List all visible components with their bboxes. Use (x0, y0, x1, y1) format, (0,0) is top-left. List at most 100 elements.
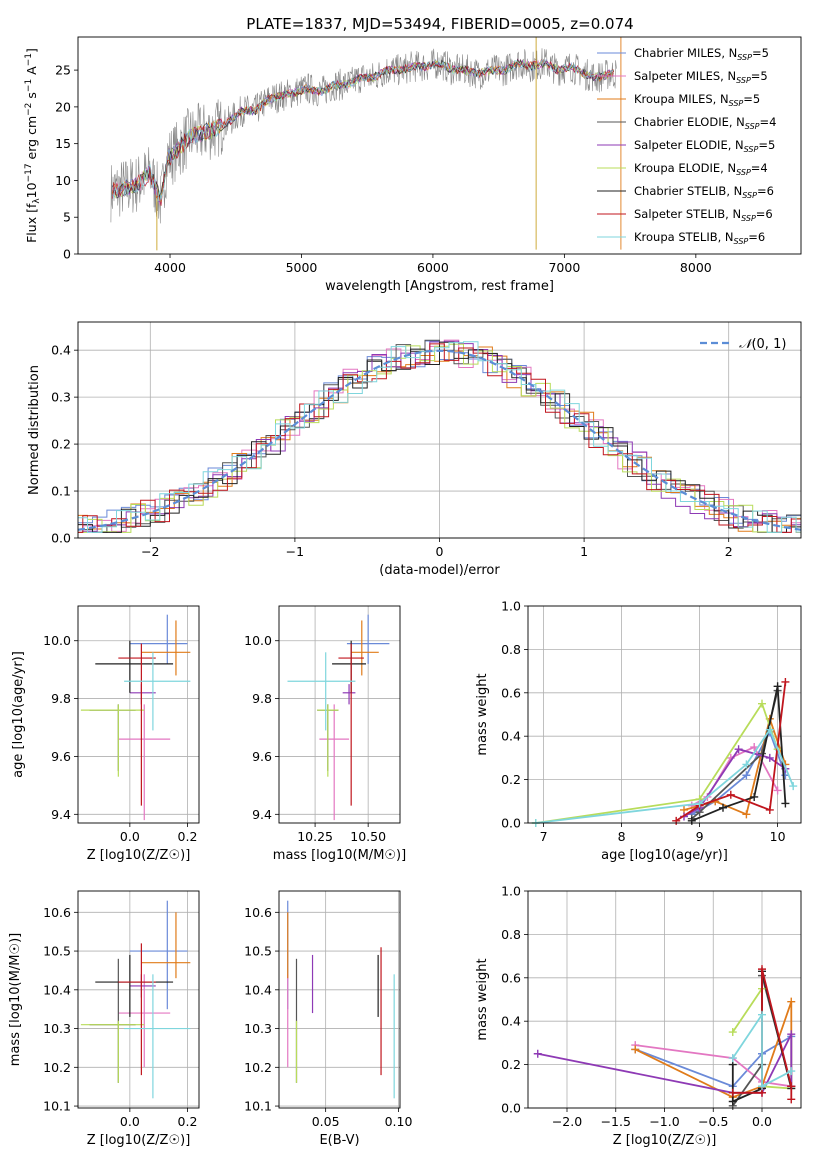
weight-vs-age-marker-7 (719, 803, 727, 812)
legend-label-5: Salpeter ELODIE, NSSP=5 (634, 138, 775, 154)
age-vs-mass-ytick-label: 9.8 (252, 691, 272, 706)
mass-vs-Z-ylabel: mass [log10(M/M☉)] (8, 933, 23, 1066)
mass-vs-ebv-axes: 0.05 0.10 10.1 10.2 10.3 10.4 10.5 10.6 (244, 891, 412, 1129)
age-vs-Z-xlabel: Z [log10(Z/Z☉)] (87, 848, 191, 863)
weight-vs-age-xlabel: age [log10(age/yr)] (601, 848, 728, 863)
mass-vs-Z-ytick-label: 10.4 (43, 982, 71, 997)
mass-vs-ebv-ytick-label: 10.6 (244, 905, 272, 920)
weight-vs-Z-series-9 (732, 1011, 792, 1088)
spectrum-ytick-label: 0 (63, 247, 71, 262)
weight-vs-age-ytick-label: 0.4 (501, 729, 521, 744)
weight-vs-Z-marker-9 (728, 1054, 737, 1063)
weight-vs-Z-marker-9 (758, 1082, 766, 1091)
mass-vs-ebv-ytick-label: 10.5 (244, 944, 272, 959)
weight-vs-age-marker-9 (789, 782, 798, 791)
residuals-xlabel: (data-model)/error (379, 563, 500, 578)
residuals-ylabel: Normed distribution (27, 365, 42, 495)
chart-layer: 4000 5000 6000 7000 80000510152025wavelength… (8, 36, 802, 1148)
weight-vs-Z-xtick-label: −1.0 (649, 1114, 679, 1129)
spectrum-xtick-label: 5000 (286, 260, 318, 275)
spectrum-ylabel-part: ] (24, 48, 39, 53)
model-spectrum-line-4 (111, 59, 614, 199)
weight-vs-Z-xlabel: Z [log10(Z/Z☉)] (613, 1133, 717, 1148)
figure-title: PLATE=1837, MJD=53494, FIBERID=0005, z=0… (246, 15, 633, 33)
legend-label-2: Salpeter MILES, NSSP=5 (634, 69, 768, 85)
weight-vs-Z-ytick-label: 1.0 (501, 884, 521, 899)
weight-vs-age-xtick-label: 7 (540, 829, 548, 844)
mass-vs-Z-xtick-label: 0.2 (178, 1114, 198, 1129)
age-vs-mass-axes: 10.25 10.50 9.4 9.6 9.8 10.0 (244, 606, 400, 844)
legend-label-7: Chabrier STELIB, NSSP=6 (634, 184, 774, 200)
weight-vs-age-xtick-label: 9 (696, 829, 704, 844)
gaussian-reference-curve (77, 349, 802, 531)
weight-vs-Z-xtick-label: 0.0 (752, 1114, 772, 1129)
weight-vs-Z-ylabel: mass weight (475, 958, 490, 1040)
weight-vs-age-frame (527, 605, 802, 824)
model-spectrum-line-6 (112, 59, 615, 203)
weight-vs-Z-xtick-label: −1.5 (601, 1114, 631, 1129)
observed-spectrum-line (110, 48, 617, 224)
spectrum-ytick-label: 5 (63, 210, 71, 225)
weight-vs-age-marker-5 (765, 753, 774, 762)
weight-vs-age-marker-3 (742, 810, 751, 819)
spectrum-ytick-label: 20 (55, 99, 71, 114)
spectrum-ylabel-part: erg cm (24, 116, 39, 164)
mass-vs-Z-ytick-label: 10.5 (43, 944, 71, 959)
weight-vs-age-marker-2 (773, 786, 782, 795)
weight-vs-Z-marker-8 (728, 1088, 737, 1097)
weight-vs-age-marker-7 (781, 799, 790, 808)
mass-vs-ebv-xtick-label: 0.10 (385, 1114, 413, 1129)
residual-histogram-3 (78, 346, 801, 533)
age-vs-Z-ylabel: age [log10(age/yr)] (11, 651, 26, 778)
weight-vs-age-axes: 7 8 9 10 0.0 0.2 0.4 0.6 0.8 1.0 (501, 599, 801, 844)
weight-vs-age-marker-8 (672, 816, 681, 825)
age-vs-mass-xtick-label: 10.50 (350, 829, 386, 844)
weight-vs-Z-frame (527, 890, 802, 1109)
weight-vs-age-marker-8 (726, 790, 735, 799)
spectrum-ylabel-part: A (24, 66, 39, 79)
mass-vs-Z-ytick-label: 10.3 (43, 1021, 71, 1036)
model-spectrum-line-9 (111, 59, 614, 202)
spectrum-axes: 4000 5000 6000 7000 8000 0 5 10 15 20 25 (55, 63, 712, 275)
weight-vs-age-marker-7 (750, 792, 759, 801)
weight-vs-age-ytick-label: 0.6 (501, 685, 521, 700)
age-vs-mass-ytick-label: 9.6 (252, 749, 272, 764)
weight-vs-age-marker-9 (742, 760, 751, 769)
weight-vs-age-marker-8 (781, 677, 790, 686)
weight-vs-age-marker-5 (734, 745, 743, 754)
weight-vs-age-marker-8 (765, 805, 774, 814)
spectrum-ylabel-part: Flux [f (24, 203, 39, 243)
spectrum-ylabel-part: −17 (24, 163, 34, 182)
weight-vs-Z-marker-9 (758, 1010, 766, 1019)
weight-vs-age-ytick-label: 0.0 (501, 816, 521, 831)
mass-vs-Z-ytick-label: 10.6 (43, 905, 71, 920)
spectrum-ytick-label: 25 (55, 63, 71, 78)
weight-vs-Z-marker-8 (787, 1095, 796, 1104)
age-vs-mass-frame (278, 605, 401, 824)
residuals-ytick-label: 0.2 (51, 437, 71, 452)
spectrum-xtick-label: 6000 (417, 260, 449, 275)
weight-vs-Z-marker-8 (787, 1082, 796, 1091)
residuals-xtick-label: −1 (286, 544, 304, 559)
legend-label-3: Kroupa MILES, NSSP=5 (634, 92, 760, 108)
weight-vs-Z-marker-8 (758, 965, 766, 974)
model-spectrum-line-5 (111, 59, 614, 206)
weight-vs-Z-ytick-label: 0.6 (501, 970, 521, 985)
residuals-ytick-label: 0.3 (51, 390, 71, 405)
mass-vs-ebv-ytick-label: 10.2 (244, 1060, 272, 1075)
residuals-ytick-label: 0.1 (51, 484, 71, 499)
weight-vs-Z-ytick-label: 0.8 (501, 927, 521, 942)
legend-label-9: Kroupa STELIB, NSSP=6 (634, 230, 765, 246)
weight-vs-Z-ytick-label: 0.0 (501, 1101, 521, 1116)
age-vs-mass-ytick-label: 10.0 (244, 633, 272, 648)
weight-vs-Z-marker-5 (787, 1030, 796, 1039)
spectrum-ylabel-part: −2 (24, 103, 34, 116)
residual-histogram-7 (78, 341, 801, 533)
spectrum-xtick-label: 4000 (154, 260, 186, 275)
spectrum-ytick-label: 15 (55, 136, 71, 151)
spectrum-xtick-label: 7000 (548, 260, 580, 275)
age-vs-Z-ytick-label: 10.0 (43, 633, 71, 648)
mass-vs-Z-ytick-label: 10.1 (43, 1099, 71, 1114)
spectrum-ylabel-part: 10 (24, 182, 39, 198)
age-vs-Z-ytick-label: 9.8 (51, 691, 71, 706)
